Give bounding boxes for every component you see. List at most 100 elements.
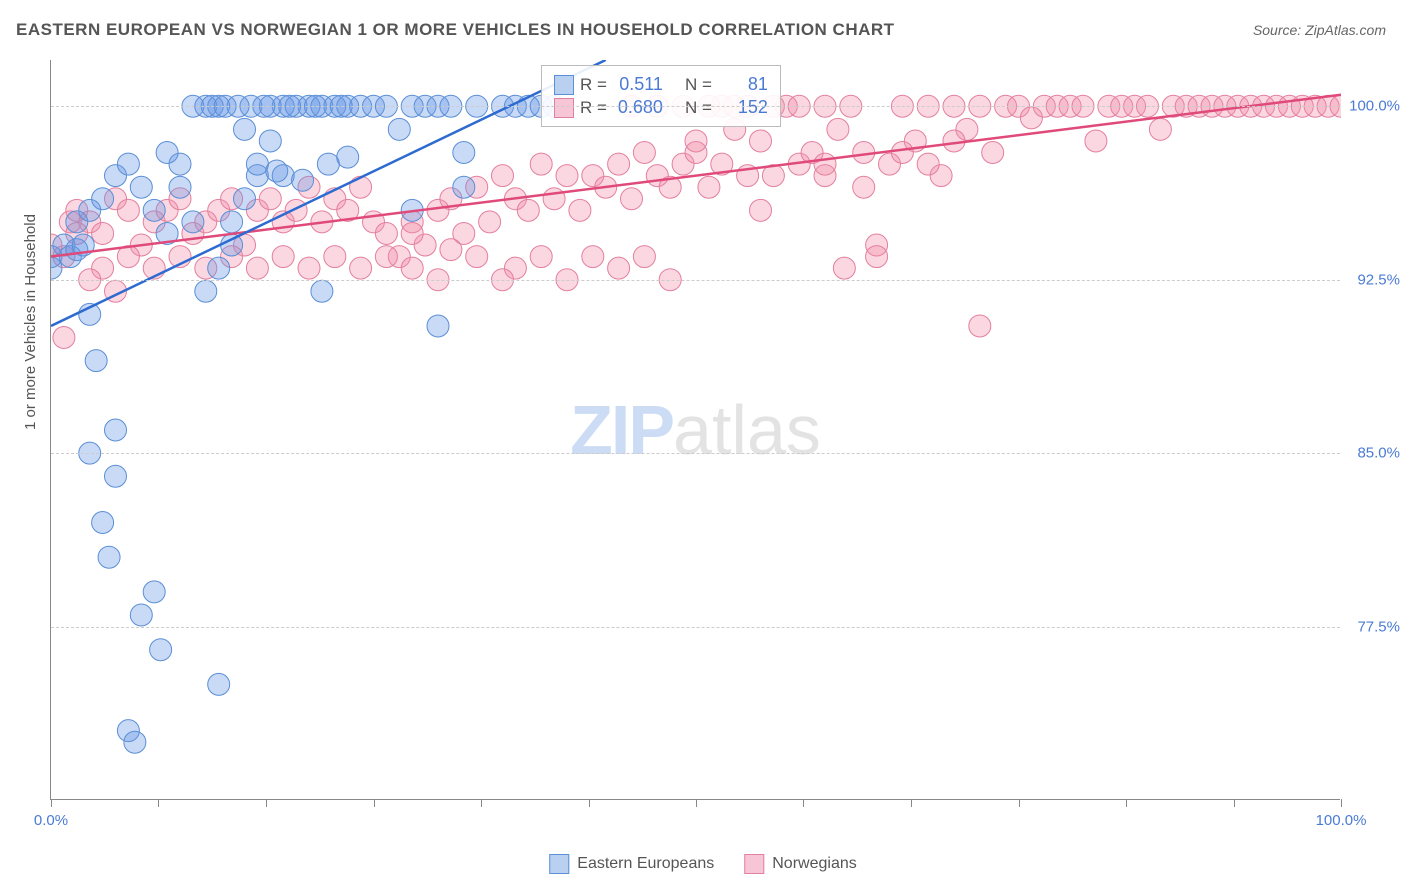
data-point bbox=[853, 176, 875, 198]
data-point bbox=[292, 169, 314, 191]
data-point bbox=[221, 211, 243, 233]
swatch-norwegian bbox=[554, 98, 574, 118]
x-tick bbox=[51, 799, 52, 807]
r-value-eastern: 0.511 bbox=[613, 74, 663, 95]
gridline-h bbox=[51, 627, 1340, 628]
data-point bbox=[698, 176, 720, 198]
data-point bbox=[85, 350, 107, 372]
n-value-eastern: 81 bbox=[718, 74, 768, 95]
source-attribution: Source: ZipAtlas.com bbox=[1253, 22, 1386, 38]
data-point bbox=[259, 130, 281, 152]
data-point bbox=[833, 257, 855, 279]
gridline-h bbox=[51, 106, 1340, 107]
data-point bbox=[259, 188, 281, 210]
legend-label-eastern: Eastern Europeans bbox=[577, 855, 714, 873]
data-point bbox=[427, 315, 449, 337]
data-point bbox=[750, 130, 772, 152]
data-point bbox=[479, 211, 501, 233]
data-point bbox=[98, 546, 120, 568]
data-point bbox=[530, 153, 552, 175]
x-tick bbox=[266, 799, 267, 807]
data-point bbox=[117, 199, 139, 221]
data-point bbox=[750, 199, 772, 221]
data-point bbox=[350, 176, 372, 198]
legend-label-norwegian: Norwegians bbox=[772, 855, 856, 873]
data-point bbox=[246, 257, 268, 279]
data-point bbox=[234, 188, 256, 210]
y-tick-label: 77.5% bbox=[1357, 618, 1400, 635]
data-point bbox=[117, 153, 139, 175]
data-point bbox=[982, 142, 1004, 164]
x-tick bbox=[696, 799, 697, 807]
data-point bbox=[530, 246, 552, 268]
data-point bbox=[150, 639, 172, 661]
data-point bbox=[130, 176, 152, 198]
data-point bbox=[375, 222, 397, 244]
data-point bbox=[208, 257, 230, 279]
n-value-norwegian: 152 bbox=[718, 97, 768, 118]
data-point bbox=[143, 199, 165, 221]
data-point bbox=[891, 142, 913, 164]
data-point bbox=[388, 118, 410, 140]
y-tick-label: 92.5% bbox=[1357, 271, 1400, 288]
r-label: R = bbox=[580, 75, 607, 95]
data-point bbox=[917, 153, 939, 175]
data-point bbox=[350, 257, 372, 279]
y-tick-label: 85.0% bbox=[1357, 445, 1400, 462]
x-tick-label: 100.0% bbox=[1316, 812, 1367, 829]
r-value-norwegian: 0.680 bbox=[613, 97, 663, 118]
data-point bbox=[569, 199, 591, 221]
data-point bbox=[156, 142, 178, 164]
data-point bbox=[556, 165, 578, 187]
data-point bbox=[182, 211, 204, 233]
data-point bbox=[246, 153, 268, 175]
data-point bbox=[105, 419, 127, 441]
y-axis-title: 1 or more Vehicles in Household bbox=[22, 214, 39, 430]
legend-item-norwegian: Norwegians bbox=[744, 854, 856, 874]
data-point bbox=[92, 512, 114, 534]
data-point bbox=[375, 246, 397, 268]
swatch-eastern bbox=[554, 75, 574, 95]
stats-row-eastern: R = 0.511 N = 81 bbox=[554, 74, 768, 95]
x-tick bbox=[374, 799, 375, 807]
bottom-legend: Eastern Europeans Norwegians bbox=[549, 854, 856, 874]
data-point bbox=[324, 246, 346, 268]
data-point bbox=[92, 222, 114, 244]
x-tick bbox=[158, 799, 159, 807]
data-point bbox=[492, 165, 514, 187]
data-point bbox=[124, 731, 146, 753]
data-point bbox=[298, 257, 320, 279]
data-point bbox=[266, 160, 288, 182]
data-point bbox=[943, 130, 965, 152]
x-tick bbox=[1019, 799, 1020, 807]
x-tick bbox=[911, 799, 912, 807]
y-tick-label: 100.0% bbox=[1349, 98, 1400, 115]
data-point bbox=[317, 153, 339, 175]
n-label-2: N = bbox=[685, 98, 712, 118]
data-point bbox=[1149, 118, 1171, 140]
n-label: N = bbox=[685, 75, 712, 95]
legend-item-eastern: Eastern Europeans bbox=[549, 854, 714, 874]
data-point bbox=[105, 465, 127, 487]
x-tick-label: 0.0% bbox=[34, 812, 68, 829]
data-point bbox=[130, 604, 152, 626]
data-point bbox=[169, 176, 191, 198]
r-label-2: R = bbox=[580, 98, 607, 118]
data-point bbox=[143, 581, 165, 603]
data-point bbox=[827, 118, 849, 140]
data-point bbox=[1085, 130, 1107, 152]
data-point bbox=[208, 673, 230, 695]
data-point bbox=[969, 315, 991, 337]
data-point bbox=[517, 199, 539, 221]
data-point bbox=[401, 257, 423, 279]
data-point bbox=[92, 188, 114, 210]
gridline-h bbox=[51, 453, 1340, 454]
data-point bbox=[633, 246, 655, 268]
data-point bbox=[582, 246, 604, 268]
data-point bbox=[311, 280, 333, 302]
swatch-eastern-2 bbox=[549, 854, 569, 874]
data-point bbox=[543, 188, 565, 210]
chart-title: EASTERN EUROPEAN VS NORWEGIAN 1 OR MORE … bbox=[16, 20, 895, 40]
data-point bbox=[608, 257, 630, 279]
x-tick bbox=[589, 799, 590, 807]
